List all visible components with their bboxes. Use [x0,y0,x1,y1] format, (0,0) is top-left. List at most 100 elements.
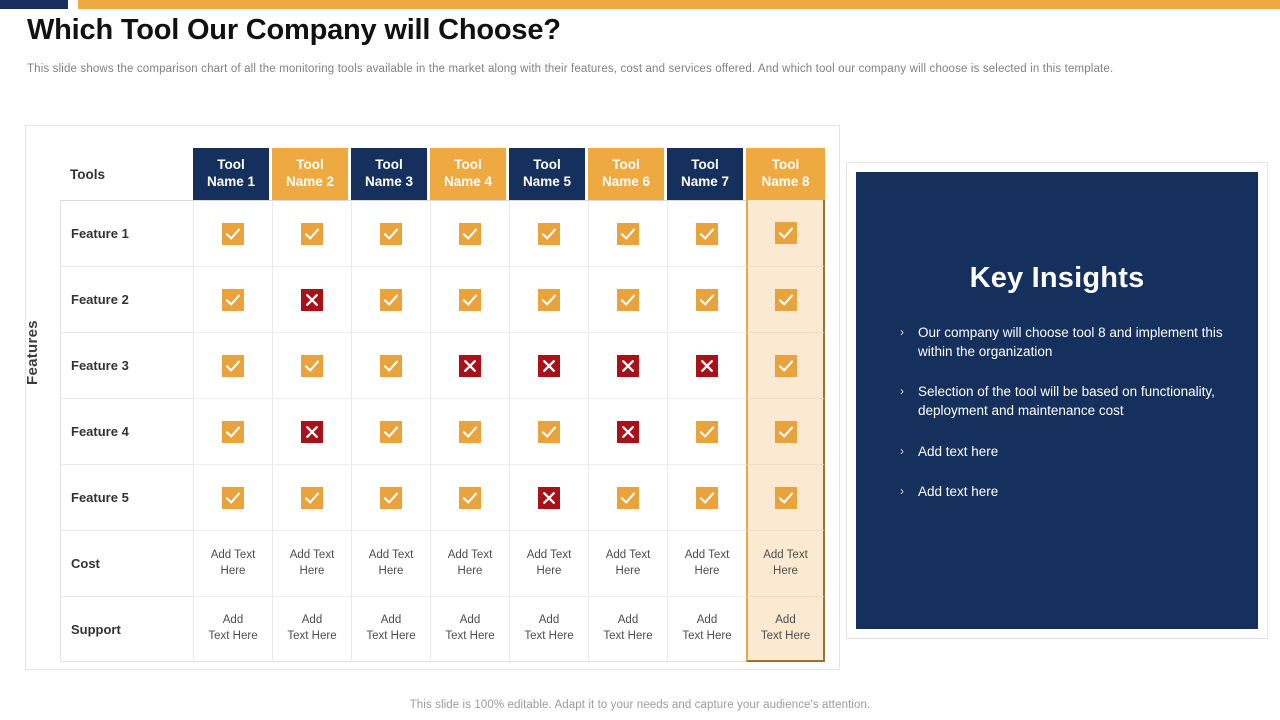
table-cell[interactable] [667,398,746,464]
table-cell[interactable] [667,332,746,398]
column-header-tool-7[interactable]: Tool Name 7 [667,148,746,200]
table-cell[interactable] [509,398,588,464]
table-cell[interactable] [272,398,351,464]
column-header-tool-1[interactable]: Tool Name 1 [193,148,272,200]
table-cell[interactable]: Add Text Here [430,530,509,596]
table-cell[interactable]: Add Text Here [509,530,588,596]
table-cell[interactable]: Add Text Here [272,596,351,662]
check-icon[interactable] [538,288,560,311]
check-icon[interactable] [538,222,560,245]
table-cell[interactable] [351,464,430,530]
table-cell[interactable]: Add Text Here [588,530,667,596]
table-cell[interactable] [351,200,430,266]
table-cell[interactable] [588,332,667,398]
check-icon[interactable] [617,486,639,509]
cross-icon[interactable] [301,420,323,443]
check-icon[interactable] [222,354,244,377]
table-cell[interactable] [272,266,351,332]
table-cell[interactable] [509,266,588,332]
table-cell[interactable]: Add Text Here [746,596,825,662]
table-cell[interactable] [746,200,825,266]
table-cell[interactable] [509,200,588,266]
table-cell[interactable] [351,332,430,398]
table-cell[interactable] [667,266,746,332]
table-cell[interactable] [430,464,509,530]
check-icon[interactable] [222,420,244,443]
table-cell[interactable] [430,200,509,266]
table-cell[interactable] [272,200,351,266]
check-icon[interactable] [617,222,639,245]
check-icon[interactable] [774,288,797,311]
table-cell[interactable] [193,464,272,530]
check-icon[interactable] [459,288,481,311]
check-icon[interactable] [222,486,244,509]
table-cell[interactable]: Add Text Here [351,596,430,662]
check-icon[interactable] [459,486,481,509]
table-cell[interactable]: Add Text Here [272,530,351,596]
column-header-tool-2[interactable]: Tool Name 2 [272,148,351,200]
check-icon[interactable] [696,486,718,509]
table-cell[interactable] [430,332,509,398]
table-cell[interactable] [667,464,746,530]
check-icon[interactable] [459,222,481,245]
cross-icon[interactable] [538,486,560,509]
table-cell[interactable] [509,332,588,398]
table-cell[interactable]: Add Text Here [193,530,272,596]
table-cell[interactable]: Add Text Here [746,530,825,596]
check-icon[interactable] [774,486,797,509]
table-cell[interactable]: Add Text Here [430,596,509,662]
table-cell[interactable]: Add Text Here [667,596,746,662]
check-icon[interactable] [301,222,323,245]
check-icon[interactable] [380,354,402,377]
table-cell[interactable] [193,398,272,464]
column-header-tool-3[interactable]: Tool Name 3 [351,148,430,200]
table-cell[interactable] [430,266,509,332]
table-cell[interactable] [193,200,272,266]
check-icon[interactable] [696,420,718,443]
column-header-tool-4[interactable]: Tool Name 4 [430,148,509,200]
table-cell[interactable] [193,332,272,398]
check-icon[interactable] [774,420,797,443]
check-icon[interactable] [774,354,797,377]
table-cell[interactable] [272,332,351,398]
table-cell[interactable]: Add Text Here [193,596,272,662]
column-header-tool-6[interactable]: Tool Name 6 [588,148,667,200]
check-icon[interactable] [380,222,402,245]
check-icon[interactable] [459,420,481,443]
check-icon[interactable] [696,288,718,311]
check-icon[interactable] [380,288,402,311]
cross-icon[interactable] [301,288,323,311]
table-cell[interactable] [588,464,667,530]
cross-icon[interactable] [459,354,481,377]
cross-icon[interactable] [617,354,639,377]
table-cell[interactable]: Add Text Here [588,596,667,662]
cross-icon[interactable] [538,354,560,377]
check-icon[interactable] [538,420,560,443]
table-cell[interactable] [509,464,588,530]
table-cell[interactable] [351,398,430,464]
check-icon[interactable] [380,486,402,509]
table-cell[interactable]: Add Text Here [509,596,588,662]
check-icon[interactable] [222,288,244,311]
table-cell[interactable] [193,266,272,332]
table-cell[interactable] [351,266,430,332]
table-cell[interactable] [746,332,825,398]
check-icon[interactable] [301,354,323,377]
cross-icon[interactable] [617,420,639,443]
check-icon[interactable] [380,420,402,443]
check-icon[interactable] [617,288,639,311]
table-cell[interactable] [746,464,825,530]
check-icon[interactable] [696,222,718,245]
table-cell[interactable] [272,464,351,530]
column-header-tool-8[interactable]: Tool Name 8 [746,148,825,200]
table-cell[interactable] [430,398,509,464]
table-cell[interactable] [746,266,825,332]
table-cell[interactable]: Add Text Here [351,530,430,596]
table-cell[interactable] [588,200,667,266]
check-icon[interactable] [301,486,323,509]
table-cell[interactable]: Add Text Here [667,530,746,596]
check-icon[interactable] [774,222,797,244]
check-icon[interactable] [222,222,244,245]
table-cell[interactable] [588,398,667,464]
table-cell[interactable] [667,200,746,266]
